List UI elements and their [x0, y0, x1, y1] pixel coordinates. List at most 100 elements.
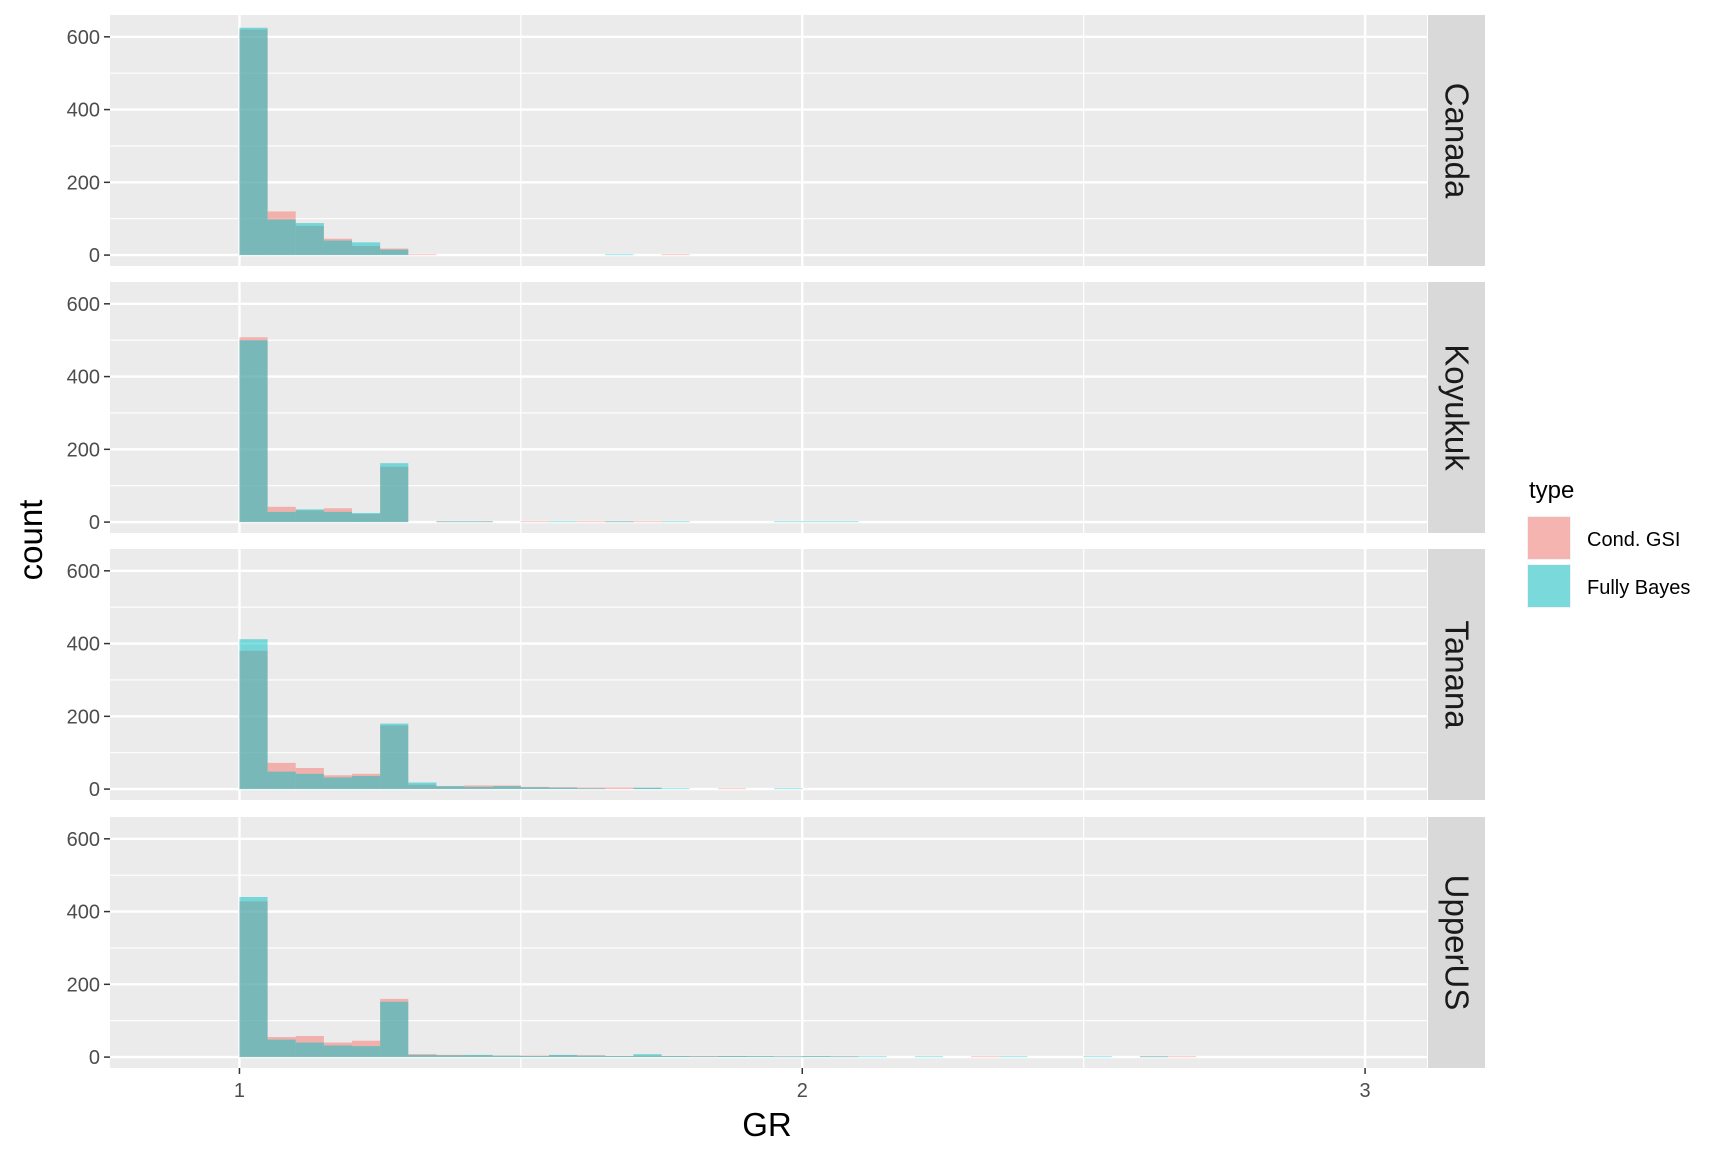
histogram-bar — [802, 1055, 831, 1058]
y-tick-label: 0 — [89, 779, 100, 801]
histogram-bar — [971, 1056, 1000, 1058]
histogram-bar — [239, 639, 268, 790]
histogram-bar — [802, 521, 831, 523]
histogram-bar — [830, 521, 859, 523]
histogram-bar — [549, 1054, 578, 1058]
y-tick-label: 400 — [67, 367, 100, 389]
panel-background — [110, 15, 1427, 266]
facet-panel-koyukuk: 0 200 400 600 Koyukuk — [67, 282, 1485, 534]
histogram-bar — [323, 1045, 353, 1058]
histogram-bar — [661, 788, 690, 790]
histogram-bar — [745, 1055, 775, 1058]
facet-strip-label: Tanana — [1439, 620, 1476, 729]
histogram-bar — [1168, 1056, 1197, 1058]
histogram-bar — [549, 787, 578, 790]
x-tick-label: 3 — [1360, 1080, 1371, 1102]
histogram-bar — [436, 521, 465, 523]
histogram-bar — [352, 775, 381, 790]
facet-strip — [1428, 282, 1485, 533]
histogram-bar — [408, 782, 437, 790]
histogram-bar — [267, 1039, 296, 1058]
series-fully-bayes — [239, 639, 803, 790]
histogram-bar — [633, 521, 662, 523]
histogram-bar — [408, 1054, 437, 1058]
histogram-bar — [323, 777, 353, 790]
histogram-bar — [577, 1055, 606, 1058]
panel-background — [110, 817, 1427, 1068]
series-fully-bayes — [239, 897, 1169, 1058]
facet-panel-upperus: 0 200 400 600 UpperUS — [67, 817, 1485, 1069]
histogram-bar — [605, 1055, 634, 1058]
y-tick-label: 600 — [67, 294, 100, 316]
histogram-bar — [408, 254, 437, 256]
y-tick-label: 400 — [67, 100, 100, 122]
histogram-bar — [1139, 1056, 1169, 1058]
series-fully-bayes — [239, 27, 634, 256]
histogram-bar — [436, 1055, 465, 1058]
histogram-bar — [520, 521, 549, 523]
legend-title: type — [1529, 477, 1574, 504]
facet-strip — [1428, 15, 1485, 266]
y-tick-label: 400 — [67, 634, 100, 656]
facet-strip-label: Canada — [1439, 83, 1476, 199]
legend-item: Cond. GSI — [1527, 516, 1680, 560]
histogram-bar — [717, 1055, 746, 1058]
histogram-bar — [464, 786, 493, 790]
histogram-bar — [239, 340, 268, 523]
y-tick-label: 200 — [67, 439, 100, 461]
histogram-bar — [295, 1042, 324, 1058]
series-fully-bayes — [239, 340, 859, 523]
histogram-bar — [605, 787, 634, 790]
facet-strip — [1428, 549, 1485, 800]
facets-layer: 0 200 400 600 Canada 0 200 400 600 Koyukuk 0 200 400… — [67, 15, 1485, 1069]
histogram-bar — [774, 1056, 803, 1058]
histogram-bar — [323, 240, 353, 256]
histogram-bar — [605, 254, 634, 256]
histogram-bar — [661, 521, 690, 523]
facet-panel-canada: 0 200 400 600 Canada — [67, 15, 1485, 267]
y-tick-label: 600 — [67, 561, 100, 583]
panel-background — [110, 282, 1427, 533]
legend: type Cond. GSI Fully Bayes — [1527, 477, 1690, 608]
legend-key-swatch — [1528, 565, 1570, 607]
histogram-bar — [352, 512, 381, 523]
histogram-bar — [323, 511, 353, 523]
histogram-bar — [717, 788, 746, 790]
y-tick-label: 200 — [67, 172, 100, 194]
facet-strip — [1428, 817, 1485, 1068]
legend-keys: Cond. GSI Fully Bayes — [1527, 516, 1690, 608]
histogram-bar — [520, 787, 549, 790]
histogram-bar — [267, 771, 296, 790]
x-axis-title: GR — [742, 1106, 792, 1143]
histogram-bar — [267, 511, 296, 523]
panel-background — [110, 549, 1427, 800]
histogram-bar — [577, 788, 606, 790]
histogram-bar — [633, 1054, 662, 1058]
histogram-bar — [239, 897, 268, 1058]
legend-label: Fully Bayes — [1587, 577, 1690, 599]
facet-strip-label: UpperUS — [1439, 875, 1476, 1011]
y-axis-title: count — [12, 500, 49, 581]
histogram-bar — [436, 786, 465, 790]
histogram-bar — [999, 1056, 1028, 1058]
facet-strip-label: Koyukuk — [1439, 344, 1476, 471]
histogram-bar — [774, 521, 803, 523]
y-tick-label: 200 — [67, 706, 100, 728]
y-tick-label: 0 — [89, 245, 100, 267]
histogram-bar — [661, 254, 690, 256]
histogram-bar — [774, 788, 803, 790]
legend-label: Cond. GSI — [1587, 529, 1680, 551]
histogram-bar — [830, 1056, 859, 1058]
y-tick-label: 400 — [67, 902, 100, 924]
y-tick-label: 0 — [89, 512, 100, 534]
legend-key-swatch — [1528, 517, 1570, 559]
histogram-bar — [380, 249, 409, 256]
histogram-bar — [577, 521, 606, 523]
histogram-bar — [549, 521, 578, 523]
histogram-bar — [858, 1056, 887, 1058]
y-tick-label: 600 — [67, 829, 100, 851]
x-axis: 1 2 3 — [234, 1068, 1371, 1102]
y-tick-label: 0 — [89, 1047, 100, 1069]
histogram-bar — [520, 1055, 549, 1058]
